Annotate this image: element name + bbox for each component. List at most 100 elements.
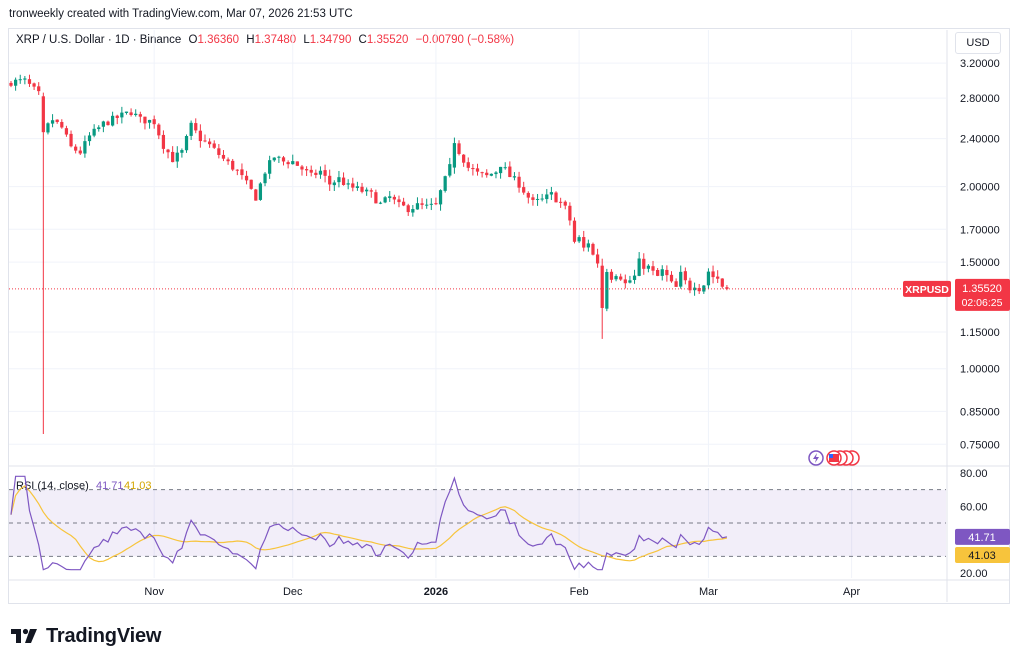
- candle: [309, 165, 313, 177]
- candle: [646, 264, 651, 273]
- candle-body: [217, 148, 221, 155]
- candle: [656, 267, 660, 277]
- candle-body: [397, 199, 401, 203]
- candle-body: [83, 141, 87, 154]
- rsi-ma-badge-label: 41.03: [968, 550, 996, 562]
- candle-body: [568, 205, 572, 221]
- candle-body: [60, 121, 64, 128]
- candle: [143, 116, 147, 130]
- candle: [586, 239, 590, 252]
- price-tick-label: 1.70000: [960, 224, 1000, 236]
- candle: [485, 169, 489, 178]
- price-tick-label: 0.75000: [960, 439, 1000, 451]
- candle-body: [522, 187, 526, 193]
- candle-body: [203, 140, 207, 142]
- candle: [217, 144, 221, 159]
- rsi-value-badge: [955, 528, 1010, 545]
- high-label: H: [246, 34, 255, 46]
- candle-body: [600, 265, 604, 308]
- symbol-title[interactable]: XRP / U.S. Dollar · 1D · Binance: [16, 34, 182, 46]
- candle: [429, 198, 433, 211]
- candle-body: [106, 121, 110, 126]
- candle: [438, 189, 443, 211]
- candle-body: [716, 276, 720, 279]
- candle-body: [69, 133, 73, 147]
- candle: [401, 197, 406, 207]
- candle-body: [438, 190, 443, 205]
- candle-body: [291, 161, 295, 165]
- candle: [27, 74, 32, 87]
- candle: [360, 182, 364, 194]
- candle-body: [97, 127, 101, 130]
- candle: [87, 132, 92, 146]
- candle: [609, 269, 614, 283]
- candle-body: [369, 190, 373, 192]
- candle-body: [46, 123, 50, 133]
- tradingview-logo-icon: [11, 628, 37, 643]
- candle: [522, 181, 526, 195]
- candle-body: [383, 197, 387, 203]
- candle: [637, 252, 641, 277]
- candle-body: [9, 82, 13, 86]
- candle: [716, 270, 720, 284]
- candle: [526, 191, 530, 204]
- candle-body: [609, 271, 614, 280]
- rsi-title: RSI (14, close): [16, 480, 89, 492]
- candle-body: [360, 186, 364, 192]
- candle-body: [586, 243, 590, 248]
- candle-body: [27, 79, 32, 84]
- candle-body: [309, 169, 313, 173]
- candle-body: [572, 220, 577, 242]
- candle: [489, 173, 493, 177]
- candle-body: [175, 152, 179, 162]
- price-tick-label: 2.40000: [960, 134, 1000, 146]
- tradingview-brand[interactable]: TradingView: [10, 624, 161, 648]
- candle-body: [452, 143, 457, 168]
- candle: [498, 166, 503, 179]
- candle-body: [226, 159, 230, 162]
- candle: [157, 123, 161, 140]
- price-tick-label: 1.50000: [960, 257, 1000, 269]
- candle-body: [41, 96, 45, 133]
- candle-body: [258, 183, 263, 200]
- candle-body: [540, 198, 544, 200]
- candle: [295, 161, 299, 166]
- symbol-legend: XRP / U.S. Dollar · 1D · Binance O1.3636…: [16, 34, 514, 46]
- candle: [134, 109, 138, 117]
- candle: [355, 181, 360, 191]
- candle-body: [628, 280, 632, 283]
- candle-body: [683, 271, 687, 281]
- candle: [619, 273, 623, 281]
- candle-body: [563, 201, 567, 206]
- candle-body: [143, 116, 147, 124]
- candle-body: [295, 161, 299, 166]
- candle: [632, 269, 637, 284]
- candle-body: [134, 113, 138, 116]
- candle: [595, 248, 600, 268]
- candle: [46, 122, 50, 135]
- candle: [138, 111, 142, 123]
- currency-button[interactable]: USD: [955, 32, 1001, 54]
- rsi-ma-badge: [955, 546, 1010, 563]
- candle: [692, 282, 697, 296]
- candle-body: [388, 196, 392, 199]
- candle: [323, 164, 327, 183]
- candle-body: [300, 166, 304, 170]
- close-label: C: [358, 34, 367, 46]
- candle-body: [591, 243, 595, 255]
- candle-body: [674, 281, 678, 287]
- overlay: XRPUSD 1.35520 02:06:25: [9, 278, 1010, 466]
- candle: [651, 260, 655, 276]
- candle: [425, 198, 429, 209]
- candle-body: [725, 287, 729, 289]
- candle-body: [281, 157, 286, 162]
- candle: [674, 278, 678, 288]
- candle-body: [549, 192, 554, 195]
- candle: [397, 195, 401, 208]
- candle: [328, 169, 332, 191]
- candle-body: [92, 128, 96, 136]
- candle: [258, 182, 263, 201]
- candle-body: [198, 130, 202, 142]
- candle-body: [697, 287, 701, 292]
